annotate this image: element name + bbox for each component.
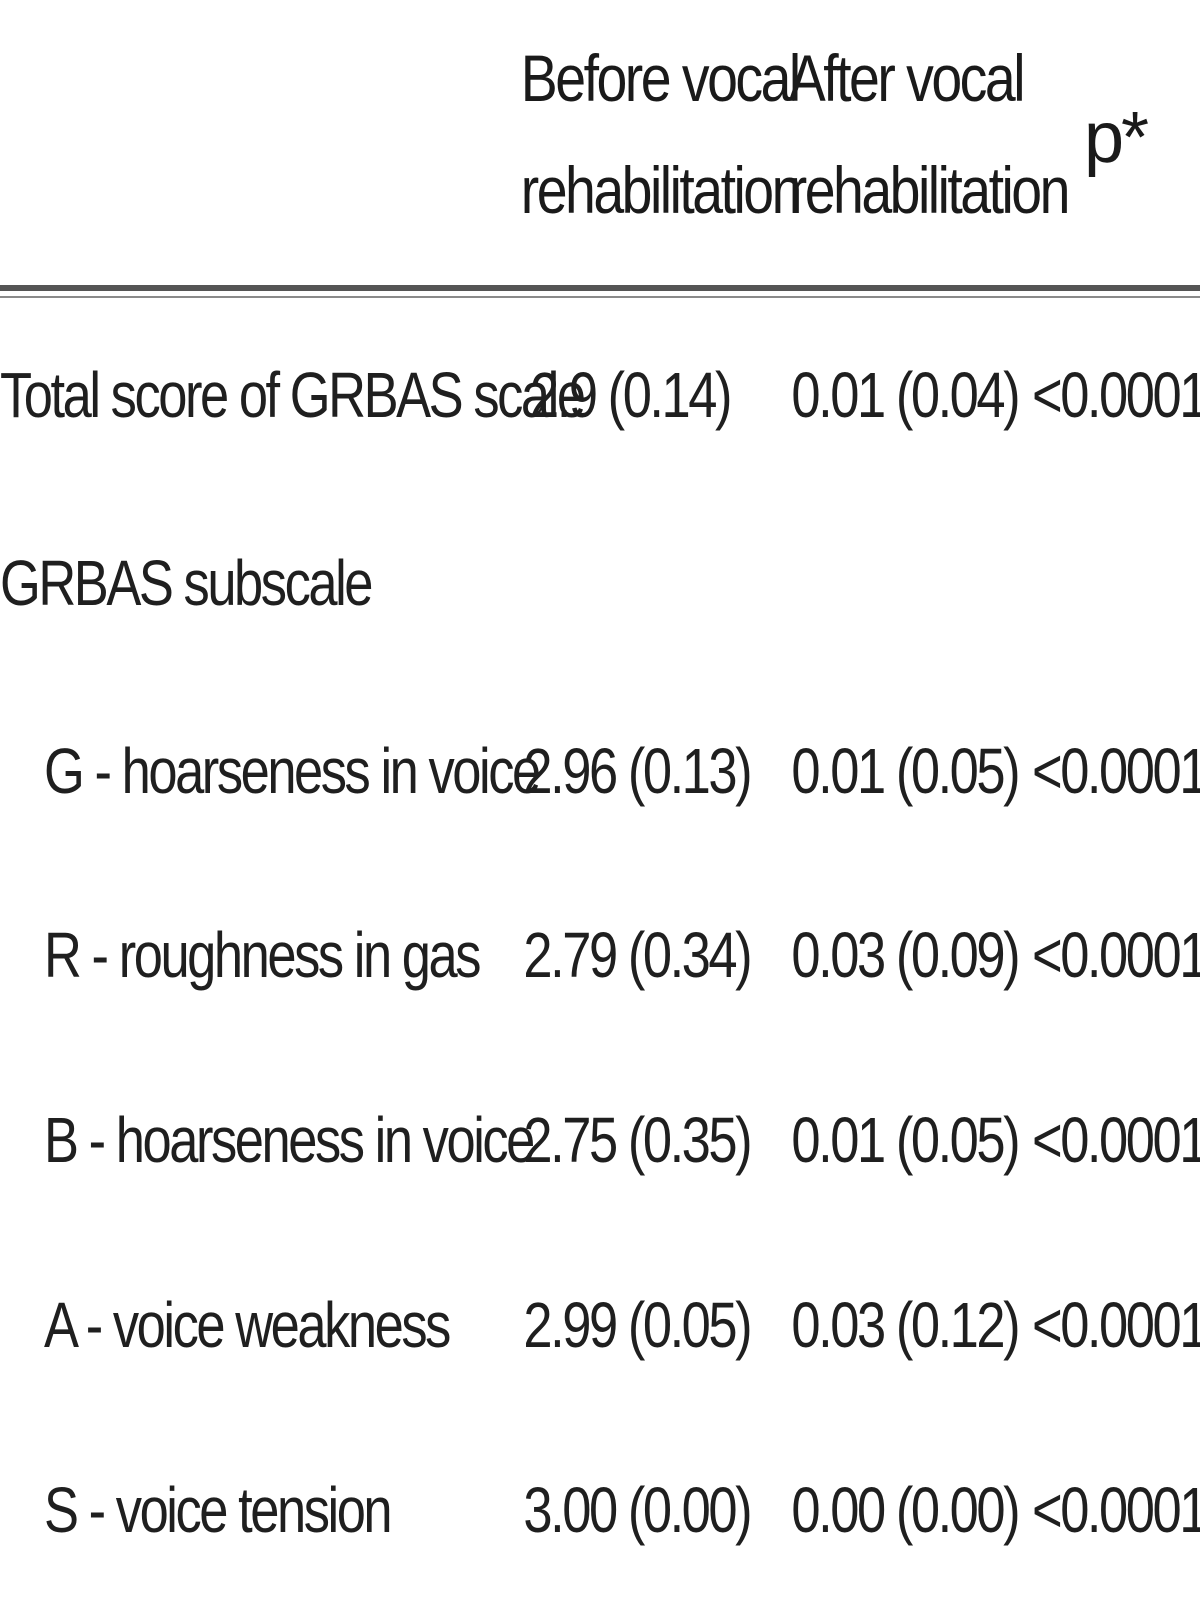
header-before-line2: rehabilitation xyxy=(520,153,803,227)
table-row-s: S - voice tension 3.00 (0.00) 0.00 (0.00… xyxy=(0,1455,1200,1565)
row-before-value: 2.9 (0.14) xyxy=(529,359,732,431)
row-label: S - voice tension xyxy=(44,1474,393,1546)
row-after-value: 0.01 (0.05) xyxy=(791,1104,1020,1176)
row-before-value: 3.00 (0.00) xyxy=(523,1474,752,1546)
table-row-g: G - hoarseness in voice 2.96 (0.13) 0.01… xyxy=(0,716,1200,826)
row-p-value: <0.0001 xyxy=(1032,1289,1200,1361)
table-row-a: A - voice weakness 2.99 (0.05) 0.03 (0.1… xyxy=(0,1270,1200,1380)
row-p-value: <0.0001 xyxy=(1032,735,1200,807)
row-before-value: 2.75 (0.35) xyxy=(523,1104,752,1176)
row-after-value: 0.00 (0.00) xyxy=(791,1474,1020,1546)
row-after-value: 0.03 (0.12) xyxy=(791,1289,1020,1361)
row-label: G - hoarseness in voice xyxy=(44,735,541,807)
header-divider-thin xyxy=(0,296,1200,298)
row-label: B - hoarseness in voice xyxy=(44,1104,535,1176)
table-row-subscale-heading: GRBAS subscale xyxy=(0,528,1200,638)
header-after-rehabilitation: After vocal rehabilitation xyxy=(788,22,1071,246)
row-after-value: 0.01 (0.05) xyxy=(791,735,1020,807)
row-label: Total score of GRBAS scale xyxy=(0,359,586,431)
row-label: A - voice weakness xyxy=(44,1289,451,1361)
table-row-total-score: Total score of GRBAS scale 2.9 (0.14) 0.… xyxy=(0,340,1200,450)
row-before-value: 2.79 (0.34) xyxy=(523,919,752,991)
row-before-value: 2.99 (0.05) xyxy=(523,1289,752,1361)
row-p-value: <0.0001 xyxy=(1032,1474,1200,1546)
table-row-b: B - hoarseness in voice 2.75 (0.35) 0.01… xyxy=(0,1085,1200,1195)
header-before-rehabilitation: Before vocal rehabilitation xyxy=(520,22,803,246)
row-label: GRBAS subscale xyxy=(0,547,373,619)
row-after-value: 0.03 (0.09) xyxy=(791,919,1020,991)
row-p-value: <0.0001 xyxy=(1032,359,1200,431)
row-label: R - roughness in gas xyxy=(44,919,481,991)
row-before-value: 2.96 (0.13) xyxy=(523,735,752,807)
header-p-value: p* xyxy=(1083,98,1149,178)
row-p-value: <0.0001 xyxy=(1032,1104,1200,1176)
header-after-line2: rehabilitation xyxy=(788,153,1071,227)
table-row-r: R - roughness in gas 2.79 (0.34) 0.03 (0… xyxy=(0,900,1200,1010)
row-after-value: 0.01 (0.04) xyxy=(791,359,1020,431)
row-p-value: <0.0001 xyxy=(1032,919,1200,991)
header-before-line1: Before vocal xyxy=(520,41,801,115)
header-after-line1: After vocal xyxy=(788,41,1026,115)
header-divider-thick xyxy=(0,285,1200,291)
